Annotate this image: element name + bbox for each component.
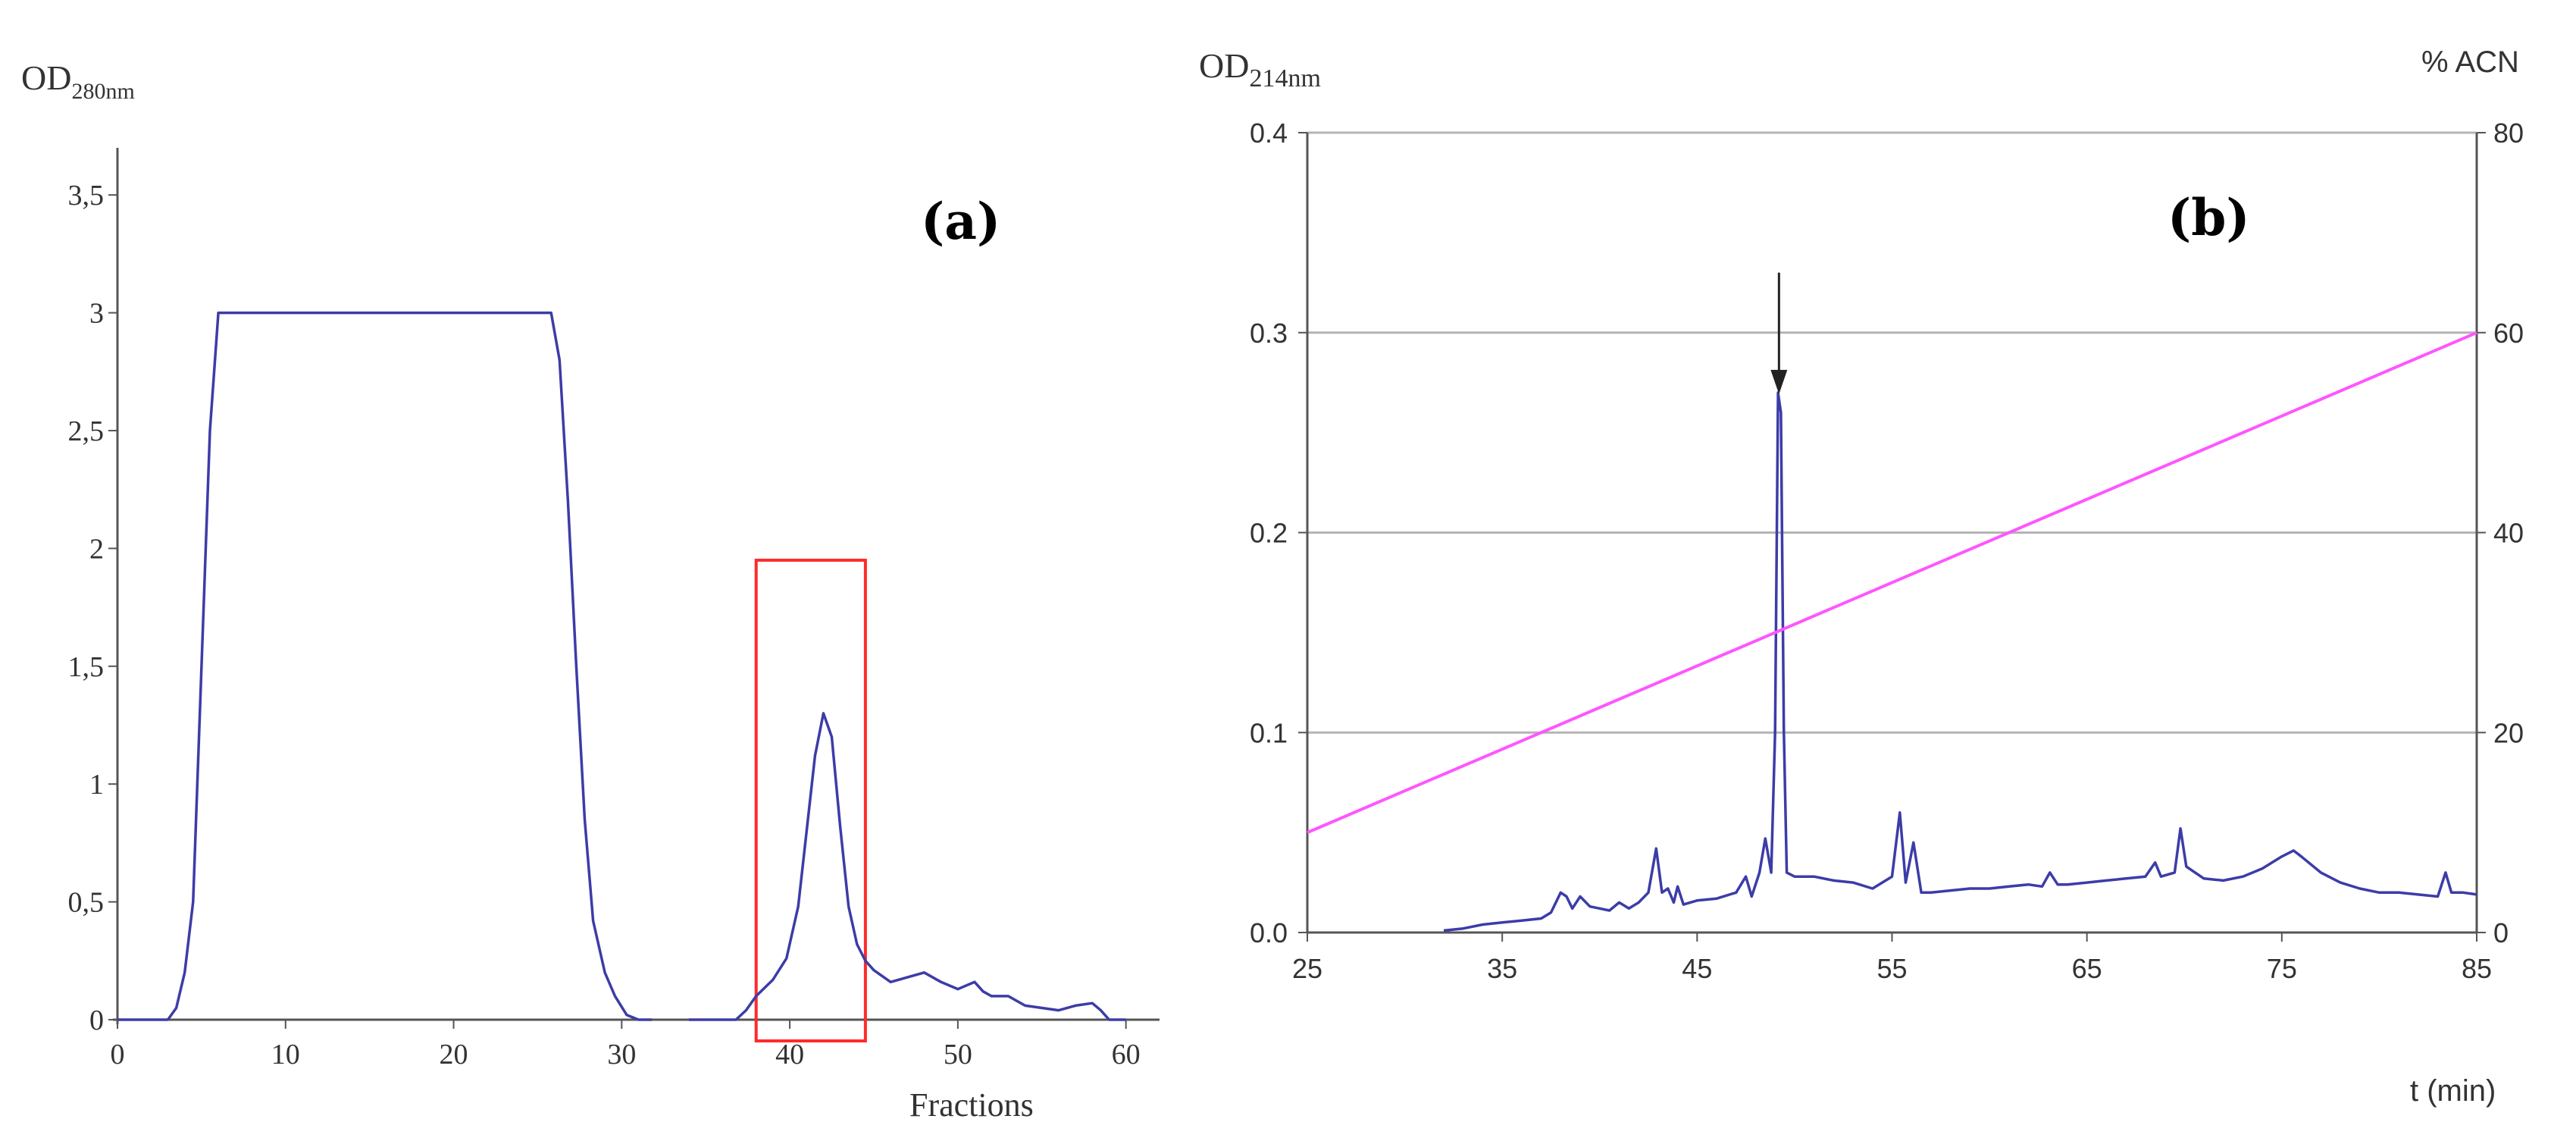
panel-b-x-tick-label: 25 [1292,953,1322,984]
panel-b-gradient-line [1307,331,2477,834]
panel-b-y2-tick-label: 40 [2493,518,2524,549]
panel-a-y-tick-label: 1 [89,769,104,801]
panel-a-highlight-box [754,558,867,1042]
panel-a-x-tick-label: 40 [775,1039,804,1070]
panel-b-ylabel-main: OD [1199,46,1249,85]
panel-a-series-line-2 [689,712,1126,1021]
panel-a-highlight-rect [754,558,867,1042]
panel-a-xlabel: Fractions [909,1086,1034,1124]
panel-a-y-tick-label: 0,5 [68,887,105,919]
panel-a-lines [117,311,1126,1021]
panel-b-y2-tick-label: 60 [2493,318,2524,349]
panel-b-y-tick-label: 0.0 [1250,917,1288,948]
panel-b-arrow [1770,272,1788,394]
panel-b-ylabel-sub: 214nm [1249,64,1320,92]
panel-a-x-tick-label: 10 [271,1039,300,1070]
panel-b-x-tick-label: 85 [2462,953,2492,984]
panel-b-lines [1307,331,2477,933]
panel-a-y-tick-label: 1,5 [68,651,105,683]
panel-b-arrow-head [1770,369,1788,394]
panel-b-xlabel: t (min) [2410,1074,2496,1108]
panel-b-y2-tick-label: 20 [2493,717,2524,748]
panel-b-ylabel-right: % ACN [2421,45,2519,79]
panel-a-x-tick-label: 30 [607,1039,636,1070]
panel-a-y-tick-label: 3,5 [68,180,105,212]
panel-a-ticks: 0 10 20 30 40 50 60 0 0,5 1 1,5 2 2,5 3 3,5 [68,180,1141,1070]
panel-a-x-tick-label: 60 [1112,1039,1141,1070]
panel-a-ylabel: OD280nm [21,58,135,104]
panel-b-ylabel: OD214nm [1199,46,1321,92]
panel-b-y-tick-label: 0.3 [1250,318,1288,349]
panel-b-y-tick-label: 0.4 [1250,118,1288,149]
panel-a-axes [113,148,1160,1024]
panel-a-series-line-1 [117,311,653,1021]
panel-a-y-tick-label: 0 [89,1005,104,1036]
panel-a-label: (a) [921,192,1000,251]
panel-a-x-tick-label: 50 [944,1039,972,1070]
panel-a-y-tick-label: 2 [89,533,104,565]
panel-b-grid [1307,131,2477,734]
chart-panel-a: OD280nm (a) Fractions 0 10 20 30 40 50 60 0 0,5 1… [21,58,1160,1124]
panel-b-ticks: 25 35 45 55 65 75 85 0.0 0.1 0.2 0.3 0.4 0 20 40 60 80 [1250,118,2524,984]
chart-panel-b: OD214nm % ACN (b) t (min) 25 35 45 55 65 75 85… [1199,45,2524,1108]
panel-a-ylabel-main: OD [21,58,71,97]
panel-b-y2-tick-label: 80 [2493,118,2524,149]
panel-b-x-tick-label: 65 [2072,953,2102,984]
panel-b-y-tick-label: 0.2 [1250,518,1288,549]
panel-a-ylabel-sub: 280nm [71,79,134,104]
panel-b-y-tick-label: 0.1 [1250,717,1288,748]
panel-b-x-tick-label: 75 [2267,953,2297,984]
panel-b-label: (b) [2168,188,2250,247]
panel-b-x-tick-label: 35 [1487,953,1517,984]
panel-a-x-tick-label: 20 [440,1039,468,1070]
panel-b-y2-tick-label: 0 [2493,917,2509,948]
panel-a-x-tick-label: 0 [111,1039,125,1070]
panel-a-y-tick-label: 2,5 [68,415,105,447]
panel-a-y-tick-label: 3 [89,298,104,330]
panel-b-chromatogram-line [1443,391,2477,933]
panel-b-x-tick-label: 55 [1876,953,1907,984]
panel-b-x-tick-label: 45 [1682,953,1712,984]
